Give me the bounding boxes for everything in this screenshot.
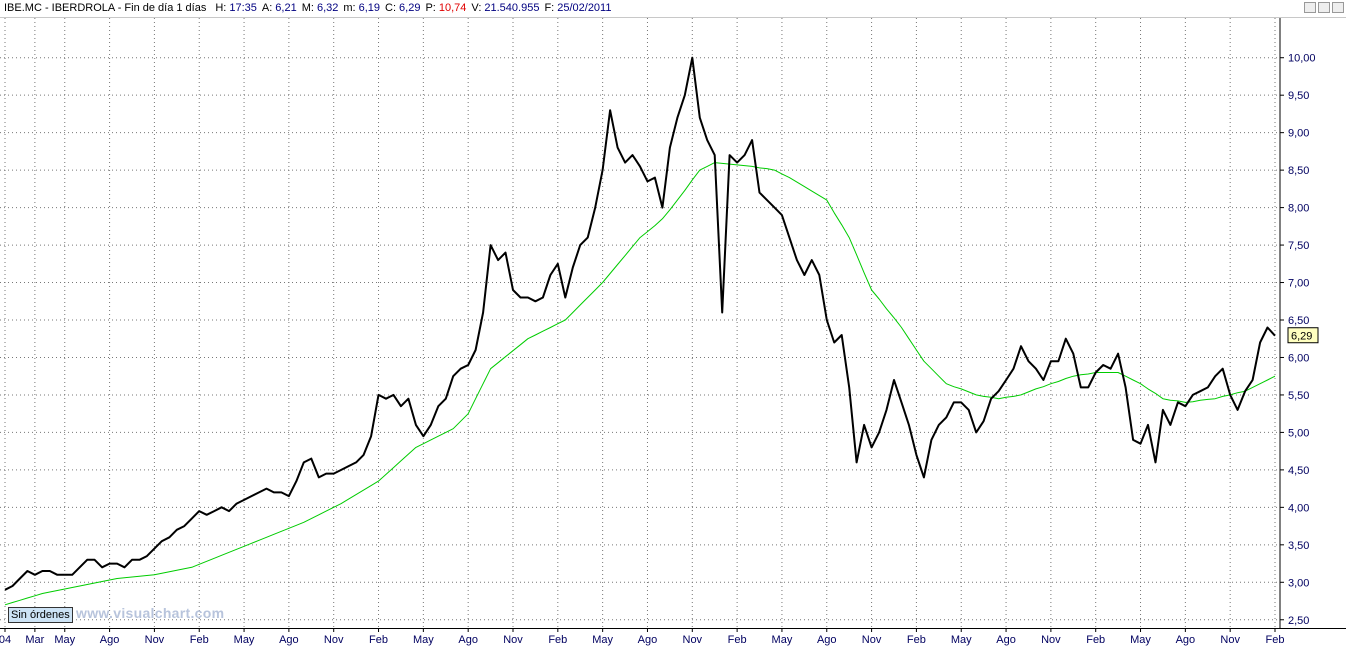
y-tick-label: 4,00	[1288, 502, 1309, 514]
x-tick-label: May	[592, 634, 613, 646]
minimize-button[interactable]	[1304, 2, 1316, 13]
maximize-button[interactable]	[1318, 2, 1330, 13]
header-bar: IBE.MC - IBERDROLA - Fin de día 1 días H:…	[0, 0, 1346, 18]
y-tick-label: 6,00	[1288, 352, 1309, 364]
x-tick-label: Nov	[145, 634, 165, 646]
x-tick-label: May	[54, 634, 75, 646]
field-key: P:	[425, 2, 436, 14]
y-tick-label: 8,50	[1288, 165, 1309, 177]
y-tick-label: 10,00	[1288, 53, 1316, 65]
field-value: 10,74	[438, 2, 467, 14]
price-line	[4, 162, 1276, 606]
field-key: V:	[471, 2, 482, 14]
x-tick-label: Nov	[862, 634, 882, 646]
quote-fields: H: 17:35 A: 6,21 M: 6,32 m: 6,19 C: 6,29 P: 10,74 V:…	[210, 2, 611, 14]
y-tick-label: 5,00	[1288, 427, 1309, 439]
y-tick-label: 2,50	[1288, 615, 1309, 627]
x-tick-label: Feb	[728, 634, 747, 646]
x-tick-label: Ago	[638, 634, 658, 646]
x-tick-label: Ago	[817, 634, 837, 646]
symbol-title: IBE.MC - IBERDROLA - Fin de día 1 días	[4, 2, 207, 14]
x-tick-label: Feb	[907, 634, 926, 646]
x-tick-label: May	[1130, 634, 1151, 646]
x-tick-label: Ago	[279, 634, 299, 646]
y-tick-label: 8,00	[1288, 203, 1309, 215]
x-tick-label: Nov	[1220, 634, 1240, 646]
field-value: 6,32	[316, 2, 339, 14]
field-value: 6,29	[399, 2, 421, 14]
x-tick-label: Feb	[548, 634, 567, 646]
x-tick-label: Nov	[503, 634, 523, 646]
field-value: 25/02/2011	[557, 2, 612, 14]
watermark: www.visualchart.com	[76, 605, 225, 621]
y-tick-label: 3,50	[1288, 540, 1309, 552]
x-tick-label: May	[772, 634, 793, 646]
last-value-label: 6,29	[1291, 331, 1312, 343]
x-tick-label: Nov	[1041, 634, 1061, 646]
close-button[interactable]	[1332, 2, 1344, 13]
price-line	[4, 56, 1276, 591]
field-value: 21.540.955	[484, 2, 540, 14]
x-tick-label: Ago	[996, 634, 1016, 646]
field-key: H:	[215, 2, 227, 14]
field-key: M:	[301, 2, 314, 14]
last-value-box	[1287, 327, 1319, 344]
y-tick-label: 7,00	[1288, 278, 1309, 290]
field-value: 6,21	[275, 2, 297, 14]
y-tick-label: 4,50	[1288, 465, 1309, 477]
field-key: A:	[261, 2, 273, 14]
x-tick-label: Feb	[190, 634, 209, 646]
x-tick-label: May	[951, 634, 972, 646]
x-tick-label: Nov	[324, 634, 344, 646]
y-tick-label: 5,50	[1288, 390, 1309, 402]
x-tick-label: Feb	[369, 634, 388, 646]
field-value: 6,19	[358, 2, 381, 14]
y-tick-label: 6,50	[1288, 315, 1309, 327]
field-key: C:	[385, 2, 397, 14]
x-tick-label: May	[413, 634, 434, 646]
x-tick-label: Feb	[1266, 634, 1285, 646]
field-key: F:	[544, 2, 555, 14]
y-tick-label: 3,00	[1288, 577, 1309, 589]
x-tick-label: Feb	[1086, 634, 1105, 646]
x-tick-label: Ago	[100, 634, 120, 646]
x-tick-label: May	[234, 634, 255, 646]
field-key: m:	[343, 2, 356, 14]
x-tick-label: Ago	[458, 634, 478, 646]
orders-button[interactable]: Sin órdenes	[8, 607, 73, 623]
x-tick-label: Mar	[25, 634, 44, 646]
window-buttons	[1304, 2, 1344, 13]
y-tick-label: 7,50	[1288, 240, 1309, 252]
x-tick-label: Ago	[1176, 634, 1196, 646]
x-tick-label: 04	[0, 634, 11, 646]
y-tick-label: 9,00	[1288, 128, 1309, 140]
field-value: 17:35	[229, 2, 257, 14]
x-tick-label: Nov	[683, 634, 703, 646]
y-tick-label: 9,50	[1288, 90, 1309, 102]
